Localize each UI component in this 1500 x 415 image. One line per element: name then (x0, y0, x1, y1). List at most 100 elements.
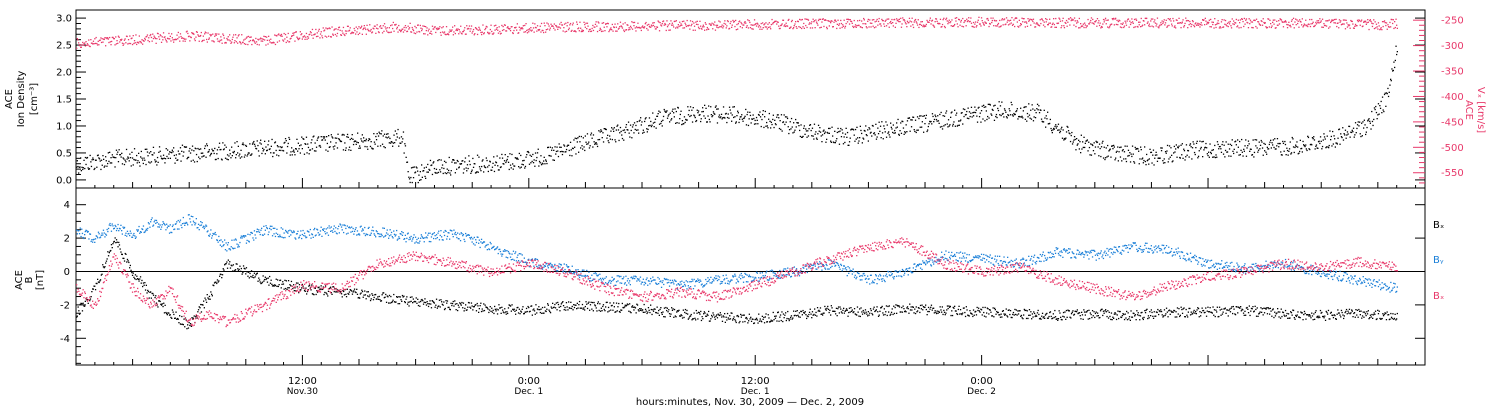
density-point (1160, 147, 1161, 148)
bx-point (637, 304, 638, 305)
density-point (1324, 136, 1325, 137)
density-point (1256, 139, 1257, 140)
velocity-point (212, 34, 213, 35)
velocity-point (430, 33, 431, 34)
velocity-point (813, 19, 814, 20)
density-point (327, 143, 328, 144)
density-point (748, 125, 749, 126)
density-point (1296, 146, 1297, 147)
density-point (1366, 132, 1367, 133)
velocity-point (704, 30, 705, 31)
bx-point (586, 304, 587, 305)
bx-point (373, 299, 374, 300)
bx-point (139, 278, 140, 279)
density-point (1213, 149, 1214, 150)
density-point (494, 165, 495, 166)
bx-point (564, 309, 565, 310)
density-point (647, 129, 648, 130)
velocity-point (344, 35, 345, 36)
velocity-point (1040, 19, 1041, 20)
velocity-point (550, 24, 551, 25)
velocity-point (1250, 20, 1251, 21)
density-point (1151, 152, 1152, 153)
bx-point (105, 262, 106, 263)
density-point (842, 129, 843, 130)
density-point (1120, 156, 1121, 157)
velocity-point (620, 22, 621, 23)
velocity-point (981, 17, 982, 18)
velocity-point (168, 38, 169, 39)
bx-point (416, 303, 417, 304)
velocity-point (581, 29, 582, 30)
bx-point (278, 286, 279, 287)
bx-point (368, 296, 369, 297)
density-point (151, 161, 152, 162)
bx-point (129, 267, 130, 268)
bx-point (463, 303, 464, 304)
density-point (1097, 142, 1098, 143)
velocity-point (242, 42, 243, 43)
bx-point (155, 295, 156, 296)
velocity-point (665, 24, 666, 25)
density-point (228, 155, 229, 156)
bx-point (260, 281, 261, 282)
density-point (257, 145, 258, 146)
density-point (932, 116, 933, 117)
velocity-point (1113, 18, 1114, 19)
density-point (508, 162, 509, 163)
velocity-point (829, 25, 830, 26)
velocity-point (1049, 19, 1050, 20)
density-point (1145, 161, 1146, 162)
density-point (218, 158, 219, 159)
density-point (580, 147, 581, 148)
density-point (955, 115, 956, 116)
bx-point (438, 305, 439, 306)
density-point (1220, 146, 1221, 147)
velocity-point (218, 41, 219, 42)
velocity-point (1246, 18, 1247, 19)
velocity-point (527, 32, 528, 33)
density-point (1369, 121, 1370, 122)
density-point (855, 129, 856, 130)
density-point (156, 164, 157, 165)
bx-point (264, 279, 265, 280)
bx-point (600, 311, 601, 312)
bx-point (464, 308, 465, 309)
density-point (314, 150, 315, 151)
density-point (183, 151, 184, 152)
velocity-point (1019, 20, 1020, 21)
density-point (220, 149, 221, 150)
top-right-ylabel-line1: ACE (1463, 100, 1474, 120)
velocity-point (1274, 19, 1275, 20)
velocity-point (915, 19, 916, 20)
velocity-point (761, 23, 762, 24)
velocity-point (568, 29, 569, 30)
density-point (1358, 121, 1359, 122)
velocity-point (180, 33, 181, 34)
bx-point (254, 273, 255, 274)
velocity-point (1153, 26, 1154, 27)
bx-point (480, 303, 481, 304)
velocity-point (278, 33, 279, 34)
density-point (610, 131, 611, 132)
velocity-point (786, 23, 787, 24)
density-point (252, 144, 253, 145)
density-point (1362, 135, 1363, 136)
velocity-point (1360, 21, 1361, 22)
velocity-point (155, 38, 156, 39)
velocity-point (911, 21, 912, 22)
velocity-point (945, 19, 946, 20)
velocity-point (670, 29, 671, 30)
density-point (88, 167, 89, 168)
velocity-point (321, 31, 322, 32)
density-point (674, 108, 675, 109)
density-point (840, 128, 841, 129)
velocity-point (164, 36, 165, 37)
velocity-point (451, 29, 452, 30)
density-point (1377, 118, 1378, 119)
velocity-point (1077, 22, 1078, 23)
velocity-point (812, 27, 813, 28)
density-point (304, 154, 305, 155)
density-point (511, 154, 512, 155)
density-point (606, 138, 607, 139)
